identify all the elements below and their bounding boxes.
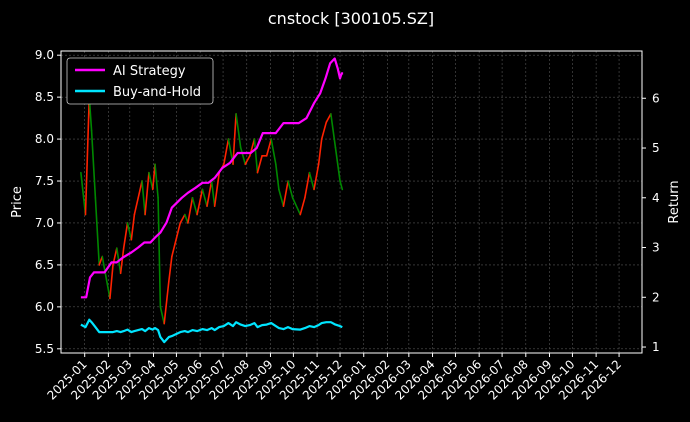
y-tick-label: 7.5 — [35, 174, 54, 188]
price-segment — [137, 180, 143, 199]
price-segment — [109, 264, 114, 300]
legend: AI Strategy Buy-and-Hold — [66, 57, 214, 105]
y-axis-label: Price — [10, 186, 25, 218]
buy-and-hold-line — [80, 318, 343, 344]
y2-tick-label: 5 — [652, 141, 660, 155]
y2-tick-label: 4 — [652, 191, 660, 205]
price-segment — [320, 121, 328, 140]
price-segment — [154, 163, 159, 199]
price-segment — [235, 113, 242, 149]
series-layer — [80, 57, 344, 344]
price-segment — [304, 171, 311, 199]
legend-label-buy-and-hold: Buy-and-Hold — [113, 85, 201, 100]
price-segment — [265, 138, 273, 157]
y-tick-label: 7.0 — [35, 216, 54, 230]
price-segment — [144, 171, 150, 216]
price-segment — [141, 180, 146, 216]
price-segment — [80, 171, 87, 216]
price-segment — [210, 180, 216, 207]
price-segment — [191, 197, 198, 216]
price-segment — [256, 155, 263, 174]
price-segment — [187, 197, 194, 224]
y-tick-label: 9.0 — [35, 48, 54, 62]
price-segment — [119, 247, 125, 275]
price-segment — [339, 180, 344, 191]
plot-frame — [60, 50, 643, 354]
price-segment — [253, 138, 259, 174]
price-segment — [278, 188, 285, 207]
price-segment — [196, 188, 204, 216]
price-segment — [201, 188, 208, 207]
y-tick-label: 6.5 — [35, 258, 54, 272]
ai-strategy-line — [80, 57, 344, 299]
price-segment — [90, 129, 97, 199]
y2-axis-label: Return — [667, 180, 682, 223]
y2-tick-label: 1 — [652, 340, 660, 354]
price-segment — [122, 222, 129, 249]
price-segment — [270, 138, 277, 166]
price-segment — [299, 197, 306, 216]
price-segment — [163, 280, 170, 325]
price-segment — [275, 163, 280, 191]
y-tick-label: 8.5 — [35, 90, 54, 104]
price-segment — [313, 163, 320, 191]
price-segment — [101, 255, 111, 300]
price-segment — [223, 138, 230, 166]
y-tick-label: 6.0 — [35, 300, 54, 314]
price-segment — [291, 197, 302, 216]
price-segment — [130, 213, 136, 241]
price-segment — [334, 146, 341, 182]
y2-tick-label: 6 — [652, 91, 660, 105]
price-segment — [126, 222, 133, 241]
price-segment — [179, 213, 186, 224]
y2-tick-label: 2 — [652, 290, 660, 304]
price-segment — [282, 180, 289, 207]
y-tick-label: 8.0 — [35, 132, 54, 146]
price-segment — [239, 146, 247, 166]
price-segment — [84, 96, 91, 216]
y2-tick-label: 3 — [652, 241, 660, 255]
price-segment — [171, 222, 182, 258]
price-segment — [206, 180, 213, 207]
y2-axis: 1 2 3 4 5 6 — [642, 91, 660, 354]
price-segment — [317, 138, 323, 166]
price-segment — [232, 113, 237, 166]
price-segment — [330, 113, 337, 149]
y-tick-label: 5.5 — [35, 342, 54, 356]
price-segment — [244, 155, 251, 166]
legend-label-ai-strategy: AI Strategy — [113, 64, 186, 79]
price-segment — [287, 180, 294, 199]
price-segment — [325, 113, 332, 124]
price-segment — [133, 197, 140, 216]
price-segment — [157, 197, 162, 308]
price-segment — [167, 255, 173, 283]
price-segment — [308, 171, 315, 191]
price-segment — [213, 171, 221, 207]
price-segment — [159, 306, 166, 325]
x-axis: 2025-012025-022025-032025-042025-052025-… — [44, 353, 624, 403]
y-axis: 5.5 6.0 6.5 7.0 7.5 8.0 8.5 9.0 — [35, 48, 61, 356]
price-layer — [80, 96, 344, 325]
chart-title: cnstock [300105.SZ] — [268, 9, 434, 28]
price-segment — [94, 197, 101, 266]
price-segment — [148, 171, 154, 191]
